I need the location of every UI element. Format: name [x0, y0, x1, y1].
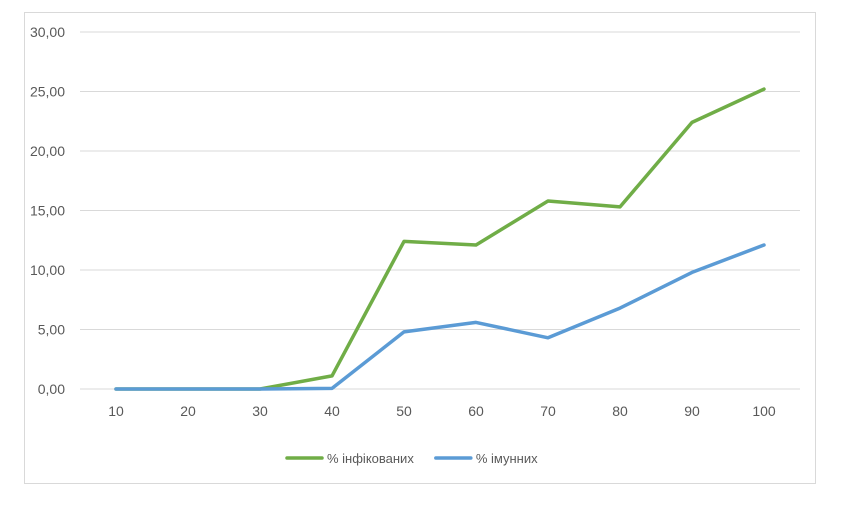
y-tick-label: 0,00 — [38, 381, 65, 397]
y-tick-label: 30,00 — [30, 24, 65, 40]
y-tick-label: 15,00 — [30, 203, 65, 219]
y-tick-label: 5,00 — [38, 322, 65, 338]
y-tick-label: 10,00 — [30, 262, 65, 278]
x-tick-label: 70 — [540, 403, 556, 419]
legend-label: % інфікованих — [327, 451, 414, 466]
x-tick-label: 80 — [612, 403, 628, 419]
x-tick-label: 60 — [468, 403, 484, 419]
legend: % інфікованих % імунних — [285, 451, 538, 466]
x-tick-label: 90 — [684, 403, 700, 419]
x-tick-label: 30 — [252, 403, 268, 419]
y-tick-label: 25,00 — [30, 84, 65, 100]
series-lines — [114, 87, 766, 391]
chart-frame — [24, 12, 816, 484]
x-axis-tick-labels: 10 20 30 40 50 60 70 80 90 100 — [108, 403, 776, 419]
y-tick-label: 20,00 — [30, 143, 65, 159]
x-tick-label: 100 — [752, 403, 776, 419]
legend-label: % імунних — [476, 451, 538, 466]
y-axis-tick-labels: 0,00 5,00 10,00 15,00 20,00 25,00 30,00 — [30, 24, 65, 397]
x-tick-label: 10 — [108, 403, 124, 419]
series-line-1 — [114, 87, 766, 391]
x-tick-label: 40 — [324, 403, 340, 419]
x-tick-label: 20 — [180, 403, 196, 419]
gridlines — [80, 31, 800, 390]
x-tick-label: 50 — [396, 403, 412, 419]
series-line-2 — [114, 243, 766, 391]
